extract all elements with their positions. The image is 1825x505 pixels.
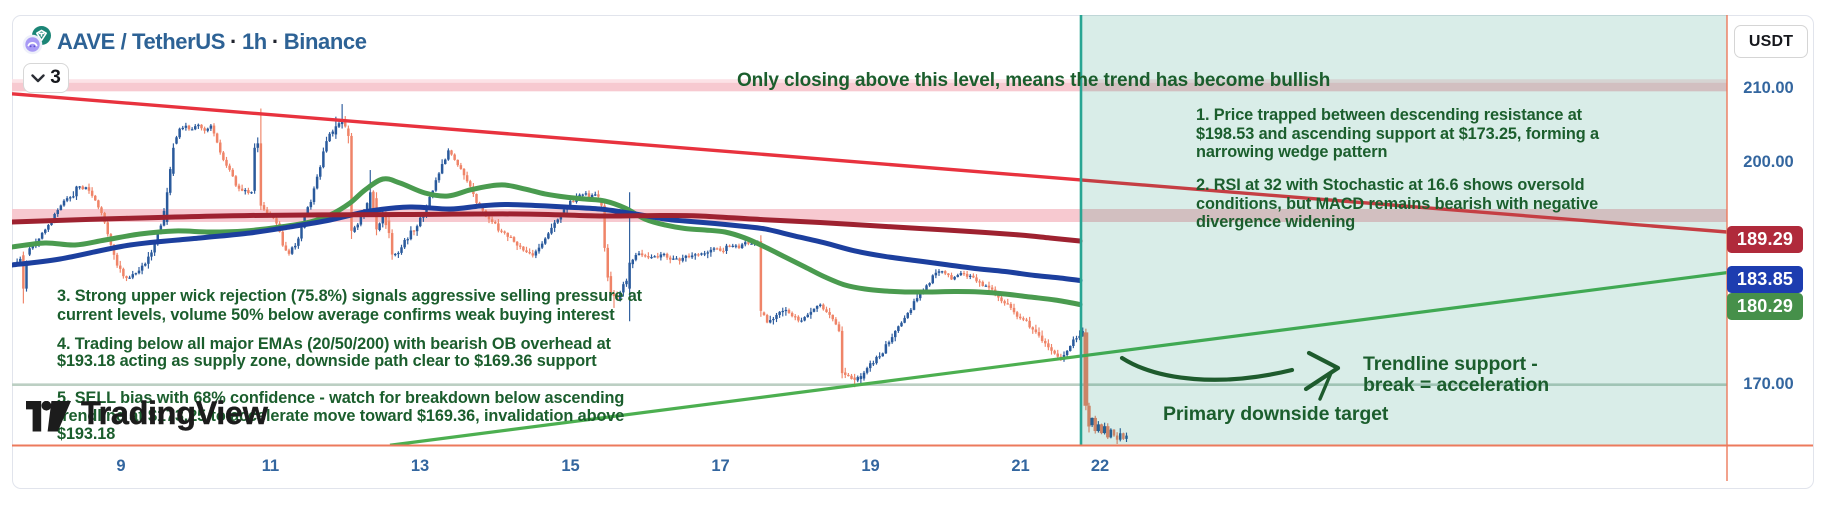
symbol-logo: [22, 26, 51, 55]
time-label-17: 17: [711, 457, 730, 475]
plot-area: [12, 15, 1727, 446]
annotation-note-1[interactable]: 1. Price trapped between descending resi…: [1196, 106, 1599, 162]
resistance-zone-pale: [12, 79, 1727, 83]
time-label-19: 19: [861, 457, 880, 475]
drawings-dropdown-button[interactable]: 3: [23, 63, 69, 93]
title-dot: ·: [230, 29, 237, 54]
price-badge-189.29: 189.29: [1727, 226, 1803, 253]
annotation-breakout-note[interactable]: Only closing above this level, means the…: [737, 69, 1331, 91]
resistance-zone: [12, 82, 1727, 92]
title-dot: ·: [271, 29, 279, 54]
time-label-15: 15: [561, 457, 580, 475]
time-label-9: 9: [116, 457, 126, 475]
symbol-separator: /: [120, 29, 127, 54]
highlight-region: [1081, 15, 1727, 446]
chevron-down-icon: [31, 73, 45, 82]
trendline-ascending-support: [389, 271, 1727, 446]
price-label-170.00: 170.00: [1743, 375, 1794, 393]
candles: [12, 104, 1128, 445]
time-label-13: 13: [410, 457, 430, 475]
symbol-name[interactable]: AAVE: [57, 29, 115, 54]
tradingview-logo-icon: [26, 401, 71, 432]
aave-logo-icon: [25, 37, 40, 52]
currency-box[interactable]: USDT: [1734, 25, 1808, 58]
chart-card: [12, 15, 1814, 489]
tradingview-wordmark: TradingView: [81, 395, 268, 431]
time-label-11: 11: [261, 457, 280, 475]
time-label-22: 22: [1090, 457, 1110, 475]
pair-name[interactable]: TetherUS: [132, 29, 226, 54]
symbol-title[interactable]: AAVE / TetherUS · 1h · Binance: [57, 29, 367, 55]
exchange-label[interactable]: Binance: [283, 29, 367, 54]
currency-label: USDT: [1748, 32, 1794, 50]
annotation-note-4[interactable]: 4. Trading below all major EMAs (20/50/2…: [57, 334, 611, 371]
annotation-note-2[interactable]: 2. RSI at 32 with Stochastic at 16.6 sho…: [1196, 176, 1599, 232]
interval-label[interactable]: 1h: [241, 29, 267, 54]
price-badge-180.29: 180.29: [1727, 292, 1803, 320]
annotation-note-3[interactable]: 3. Strong upper wick rejection (75.8%) s…: [57, 287, 642, 324]
drawings-count: 3: [50, 67, 61, 88]
annotation-trendline-label[interactable]: Trendline support - break = acceleration: [1363, 353, 1550, 396]
annotation-note-5[interactable]: 5. SELL bias with 68% confidence - watch…: [57, 389, 625, 443]
trendline-descending-resistance: [12, 92, 1727, 234]
tradingview-watermark[interactable]: TradingView: [26, 395, 268, 432]
annotation-target-label[interactable]: Primary downside target: [1163, 402, 1389, 425]
price-label-210.00: 210.00: [1743, 78, 1794, 97]
price-label-200.00: 200.00: [1743, 152, 1794, 171]
support-arrow: [1119, 350, 1341, 401]
overlay-ema200: [12, 211, 1083, 244]
price-badge-183.85: 183.85: [1727, 266, 1803, 294]
time-label-21: 21: [1011, 457, 1030, 475]
